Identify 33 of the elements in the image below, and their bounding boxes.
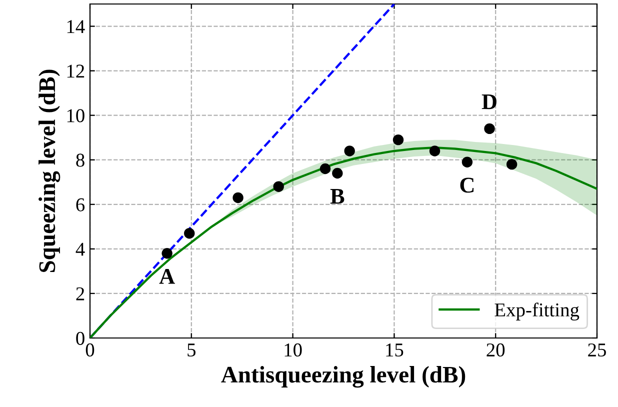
point bbox=[429, 146, 440, 156]
x-tick-label: 10 bbox=[284, 343, 302, 357]
point bbox=[162, 248, 172, 259]
annotation: A bbox=[159, 269, 175, 284]
x-tick-label: 25 bbox=[588, 343, 606, 357]
point bbox=[320, 163, 331, 174]
point bbox=[184, 228, 195, 239]
x-tick-label: 5 bbox=[188, 344, 196, 357]
point bbox=[506, 158, 518, 170]
point bbox=[462, 156, 473, 168]
x-axis-title: Antisqueezing level (dB) bbox=[221, 366, 466, 388]
annotation: D bbox=[482, 94, 496, 110]
y-tick-label: 2 bbox=[76, 287, 84, 300]
y-tick-label: 14 bbox=[67, 20, 85, 34]
y-tick-label: 4 bbox=[76, 242, 85, 256]
x-tick-label: 15 bbox=[386, 344, 404, 357]
point bbox=[232, 192, 244, 204]
x-tick-label: 20 bbox=[486, 343, 505, 357]
y-axis-title: Squeezing level (dB) bbox=[38, 70, 60, 272]
point bbox=[273, 181, 284, 192]
y-tick-label: 12 bbox=[67, 64, 84, 78]
point bbox=[392, 134, 404, 146]
y-tick-label: 6 bbox=[76, 198, 85, 212]
legend-label: Exp-fitting bbox=[494, 302, 580, 320]
point bbox=[484, 123, 495, 134]
y-tick-label: 0 bbox=[76, 332, 84, 345]
x-tick-label: 0 bbox=[86, 343, 94, 357]
point bbox=[332, 168, 343, 179]
y-tick-label: 8 bbox=[76, 154, 84, 167]
point bbox=[344, 146, 355, 156]
y-tick-label: 10 bbox=[67, 109, 84, 122]
annotation: C bbox=[460, 178, 474, 193]
annotation: B bbox=[330, 189, 344, 204]
